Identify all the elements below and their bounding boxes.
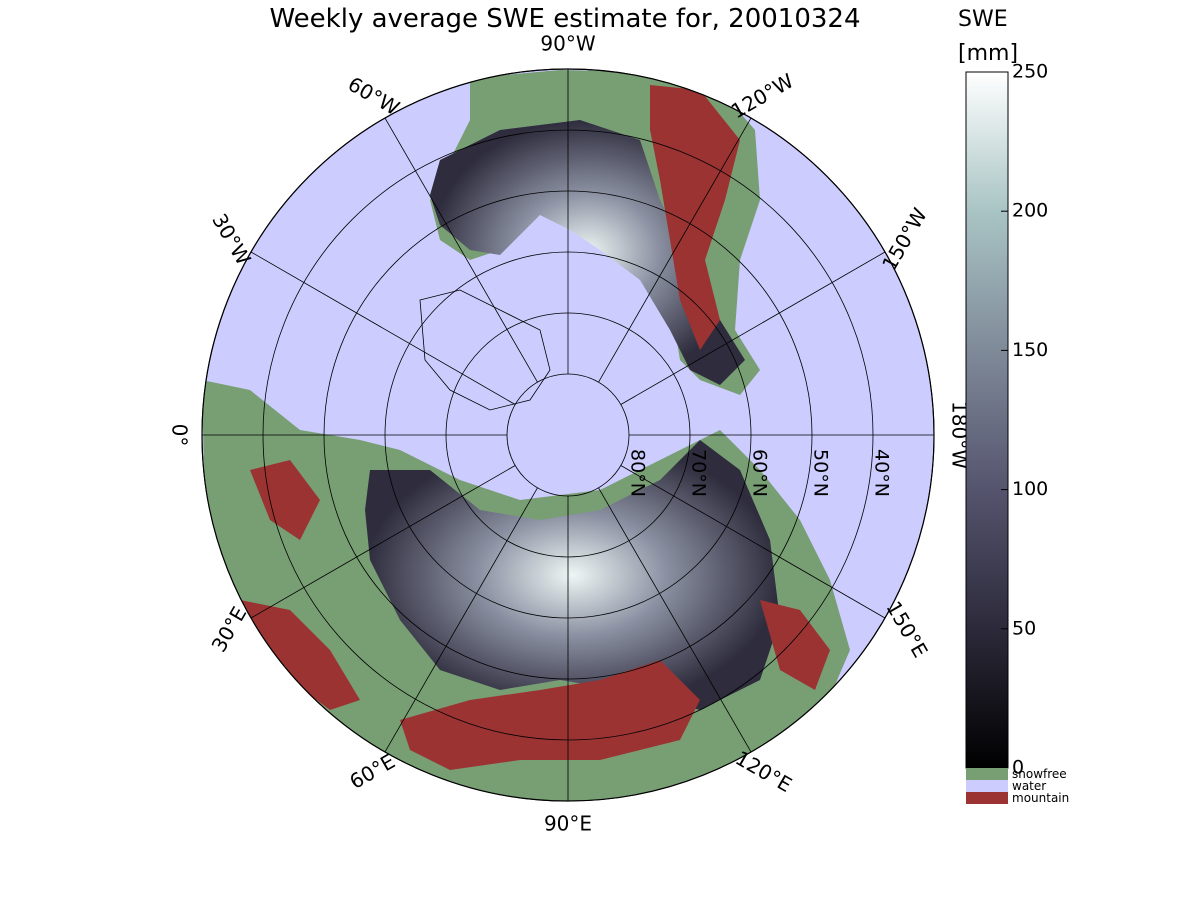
meridian-line xyxy=(250,251,516,405)
legend-label-mountain: mountain xyxy=(1012,791,1069,805)
longitude-label: 90°W xyxy=(540,32,595,56)
longitude-label: 0° xyxy=(168,424,192,447)
land-layer xyxy=(202,70,850,801)
legend-swatch-water xyxy=(966,780,1008,792)
east-asia-mountain xyxy=(760,600,830,690)
longitude-label: 60°W xyxy=(344,72,404,121)
longitude-label: 150°E xyxy=(881,597,932,662)
latitude-label: 60°N xyxy=(749,449,771,497)
scandinavia-mountain xyxy=(250,460,320,540)
greenland xyxy=(419,289,551,411)
latitude-label: 80°N xyxy=(627,449,649,497)
meridian-line xyxy=(598,487,752,753)
meridian-line xyxy=(250,465,516,619)
colorbar-tick-label: 0 xyxy=(1012,757,1024,779)
legend-swatch-mountain xyxy=(966,792,1008,804)
europe-mountain xyxy=(240,600,360,710)
north-america-snow xyxy=(430,120,745,385)
colorbar: SWE [mm] 0 50 100 150 200 250 xyxy=(958,7,1048,779)
latitude-label: 40°N xyxy=(871,449,893,497)
colorbar-tick-label: 50 xyxy=(1012,617,1036,639)
longitude-label: 90°E xyxy=(544,812,592,836)
latitude-label: 50°N xyxy=(810,449,832,497)
colorbar-ticks: 0 50 100 150 200 250 xyxy=(1001,61,1048,779)
meridian-line xyxy=(384,117,538,383)
meridian-line xyxy=(620,465,886,619)
longitude-label: 120°E xyxy=(731,746,796,797)
latitude-label: 70°N xyxy=(688,449,710,497)
longitude-label: 30°E xyxy=(207,602,252,656)
meridian-line xyxy=(620,251,886,405)
legend-label-water: water xyxy=(1012,779,1046,793)
colorbar-label-line2: [mm] xyxy=(958,41,1018,66)
colorbar-tick-label: 100 xyxy=(1012,478,1048,500)
meridians xyxy=(202,69,934,801)
globe-border xyxy=(201,68,935,802)
colorbar-tick-label: 200 xyxy=(1012,200,1048,222)
central-asia-mountain xyxy=(400,660,700,770)
colorbar-scale xyxy=(965,71,1009,769)
longitude-label: 120°W xyxy=(727,68,798,123)
eurasia-snow xyxy=(365,440,780,710)
longitude-label: 30°W xyxy=(207,209,256,269)
map-title: Weekly average SWE estimate for, 2001032… xyxy=(269,4,861,34)
legend-swatch-snowfree xyxy=(966,768,1008,780)
colorbar-tick-label: 250 xyxy=(1012,61,1048,83)
longitude-label: 150°W xyxy=(877,204,932,275)
rockies-mountain xyxy=(650,85,740,350)
latitude-labels: 80°N 70°N 60°N 50°N 40°N xyxy=(627,449,893,497)
colorbar-label-line1: SWE xyxy=(958,7,1008,32)
legend-label-snowfree: snowfree xyxy=(1012,767,1067,781)
meridian-line xyxy=(384,487,538,753)
meridian-line xyxy=(598,117,752,383)
colorbar-tick-label: 150 xyxy=(1012,339,1048,361)
